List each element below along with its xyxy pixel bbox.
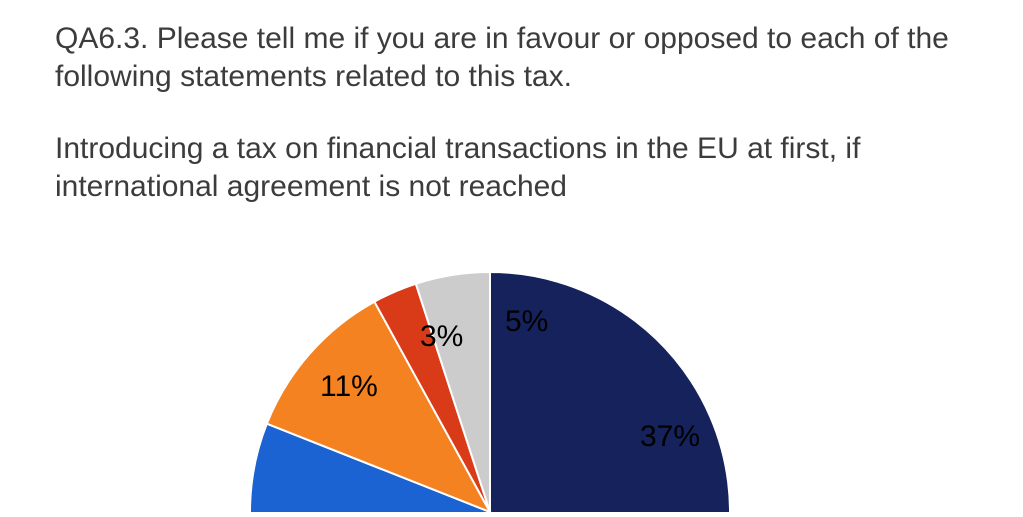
pie-chart: 37% 11% 3% 5% <box>0 0 1023 512</box>
pie-slice-label: 37% <box>640 420 700 454</box>
pie-slice-label: 3% <box>420 320 463 354</box>
pie-slice-label: 11% <box>320 370 378 404</box>
pie-slice-label: 5% <box>505 305 548 339</box>
pie-svg <box>0 0 1023 512</box>
